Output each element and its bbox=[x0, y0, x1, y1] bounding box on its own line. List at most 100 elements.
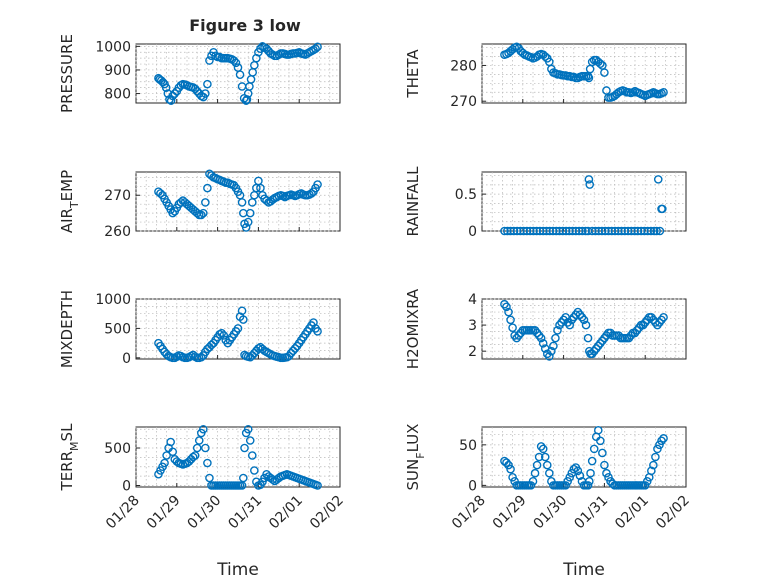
y-axis-label: THETA bbox=[404, 49, 422, 99]
data-point bbox=[581, 320, 591, 330]
y-tick-label: 280 bbox=[450, 58, 477, 74]
x-tick-label: 01/31 bbox=[225, 493, 265, 533]
x-axis-label: Time bbox=[216, 560, 259, 580]
y-tick-label: 50 bbox=[459, 438, 477, 454]
data-point bbox=[242, 95, 252, 104]
data-point bbox=[540, 52, 550, 61]
data-point bbox=[640, 481, 650, 490]
data-point bbox=[551, 333, 560, 343]
data-point bbox=[313, 481, 322, 490]
data-point bbox=[655, 440, 664, 450]
data-point bbox=[534, 452, 544, 462]
x-tick-label: 01/31 bbox=[571, 493, 611, 533]
y-tick-label: 1000 bbox=[95, 39, 131, 55]
data-point bbox=[530, 468, 540, 478]
data-point bbox=[579, 315, 589, 325]
data-point bbox=[506, 315, 515, 325]
data-point bbox=[256, 44, 265, 54]
x-tick-label: 01/30 bbox=[531, 493, 571, 533]
data-point bbox=[166, 437, 175, 447]
y-axis-label: PRESSURE bbox=[58, 34, 76, 113]
subplot-8: 0 50 01/28 01/29 01/30 01/31 02/01 02/02 Time SUN… bbox=[404, 424, 693, 580]
data-point bbox=[162, 451, 171, 460]
y-axis-label: TERRMSL bbox=[58, 423, 81, 492]
data-point bbox=[573, 466, 583, 476]
data-point bbox=[653, 444, 662, 454]
data-point bbox=[642, 477, 652, 486]
data-point bbox=[194, 436, 204, 445]
data-point bbox=[192, 443, 202, 453]
data-point bbox=[190, 451, 200, 460]
y-tick-label: 270 bbox=[450, 94, 477, 110]
data-point bbox=[657, 436, 666, 446]
data-point bbox=[201, 89, 210, 98]
data-point bbox=[290, 344, 300, 353]
data-point bbox=[585, 477, 594, 486]
y-tick-label: 900 bbox=[104, 63, 131, 79]
data-point bbox=[231, 58, 241, 68]
figure-title: Figure 3 low bbox=[189, 16, 301, 35]
subplot-6: 2 3 4 H2OMIXRA bbox=[404, 288, 687, 369]
subplot-2: 270 280 THETA bbox=[404, 42, 687, 110]
data-point bbox=[593, 425, 603, 435]
data-point bbox=[538, 444, 548, 454]
data-point bbox=[508, 472, 517, 482]
data-point bbox=[233, 324, 243, 333]
data-point bbox=[199, 208, 208, 218]
data-point bbox=[604, 472, 613, 482]
data-point bbox=[502, 302, 511, 312]
data-point bbox=[602, 468, 611, 478]
data-point bbox=[188, 452, 198, 462]
data-point bbox=[203, 79, 212, 89]
data-point bbox=[649, 226, 659, 236]
y-tick-label: 500 bbox=[104, 441, 131, 457]
y-tick-label: 0 bbox=[122, 351, 131, 367]
data-point bbox=[201, 443, 210, 453]
x-tick-label: 01/28 bbox=[449, 493, 489, 533]
subplot-5: 0 500 1000 MIXDEPTH bbox=[58, 290, 341, 368]
data-point bbox=[655, 226, 665, 236]
data-point bbox=[578, 226, 587, 236]
data-point bbox=[235, 70, 245, 79]
data-point bbox=[201, 198, 210, 207]
data-point bbox=[596, 59, 605, 68]
data-point bbox=[205, 56, 214, 65]
data-point bbox=[313, 327, 322, 336]
data-point bbox=[247, 451, 257, 460]
y-axis-label: H2OMIXRA bbox=[404, 288, 422, 369]
data-point bbox=[569, 464, 579, 474]
data-point bbox=[500, 226, 509, 236]
data-point bbox=[262, 196, 271, 205]
data-point bbox=[583, 481, 593, 490]
data-point bbox=[545, 468, 554, 478]
data-point bbox=[313, 180, 322, 189]
data-point bbox=[659, 87, 668, 97]
subplot-3: 260 270 AIRTEMP bbox=[58, 169, 341, 240]
subplot-grid: 800 900 1000 PRESSURE 270 280 THETA 260 270 AIRTE… bbox=[58, 34, 693, 580]
data-point bbox=[250, 466, 259, 475]
data-point bbox=[217, 328, 226, 338]
data-point bbox=[229, 56, 239, 65]
data-point bbox=[542, 460, 552, 470]
data-point bbox=[166, 96, 176, 105]
subplot-4: 0 0.5 RAINFALL bbox=[404, 166, 687, 240]
data-point bbox=[243, 217, 253, 227]
data-point bbox=[649, 460, 658, 470]
data-point bbox=[239, 473, 248, 483]
x-tick-label: 02/01 bbox=[266, 493, 306, 533]
data-point bbox=[239, 315, 248, 324]
data-point bbox=[196, 352, 206, 362]
data-point bbox=[309, 318, 318, 327]
x-tick-label: 01/29 bbox=[490, 493, 530, 533]
y-tick-label: 500 bbox=[104, 321, 131, 337]
data-point bbox=[545, 352, 554, 361]
data-point bbox=[651, 452, 660, 462]
data-point bbox=[585, 180, 595, 189]
data-point bbox=[584, 73, 594, 83]
data-point bbox=[168, 447, 178, 457]
data-point bbox=[600, 68, 609, 77]
data-point bbox=[553, 326, 562, 335]
y-axis-label: AIRTEMP bbox=[58, 170, 81, 233]
y-tick-label: 270 bbox=[104, 188, 131, 204]
x-tick-label: 01/30 bbox=[185, 493, 225, 533]
